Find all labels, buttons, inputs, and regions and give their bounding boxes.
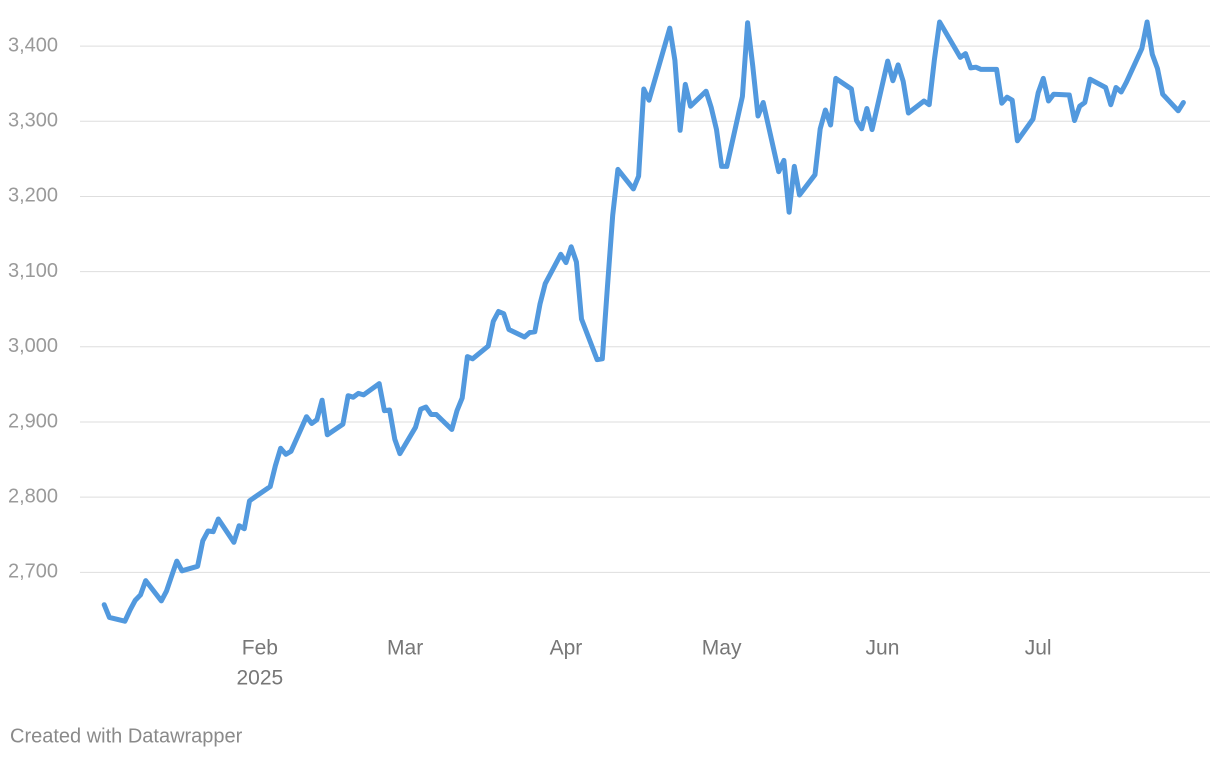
y-tick-label: 3,300 [8,110,58,132]
y-tick-label: 3,200 [8,185,58,207]
y-tick-label: 2,900 [8,410,58,432]
x-tick-label: Jul [1025,637,1052,660]
x-tick-label: May [702,637,742,660]
x-tick-label: Feb [242,637,278,660]
x-tick-label: Mar [387,637,423,660]
x-tick-label: Apr [550,637,583,660]
y-tick-label: 2,800 [8,485,58,507]
y-tick-label: 3,000 [8,335,58,357]
y-tick-label: 3,100 [8,260,58,282]
footer: Created with Datawrapper [10,725,243,747]
x-tick-year: 2025 [236,667,283,690]
y-tick-label: 3,400 [8,34,58,56]
line [101,19,1186,624]
x-tick-label: Jun [866,637,900,660]
y-tick-label: 2,700 [8,561,58,583]
